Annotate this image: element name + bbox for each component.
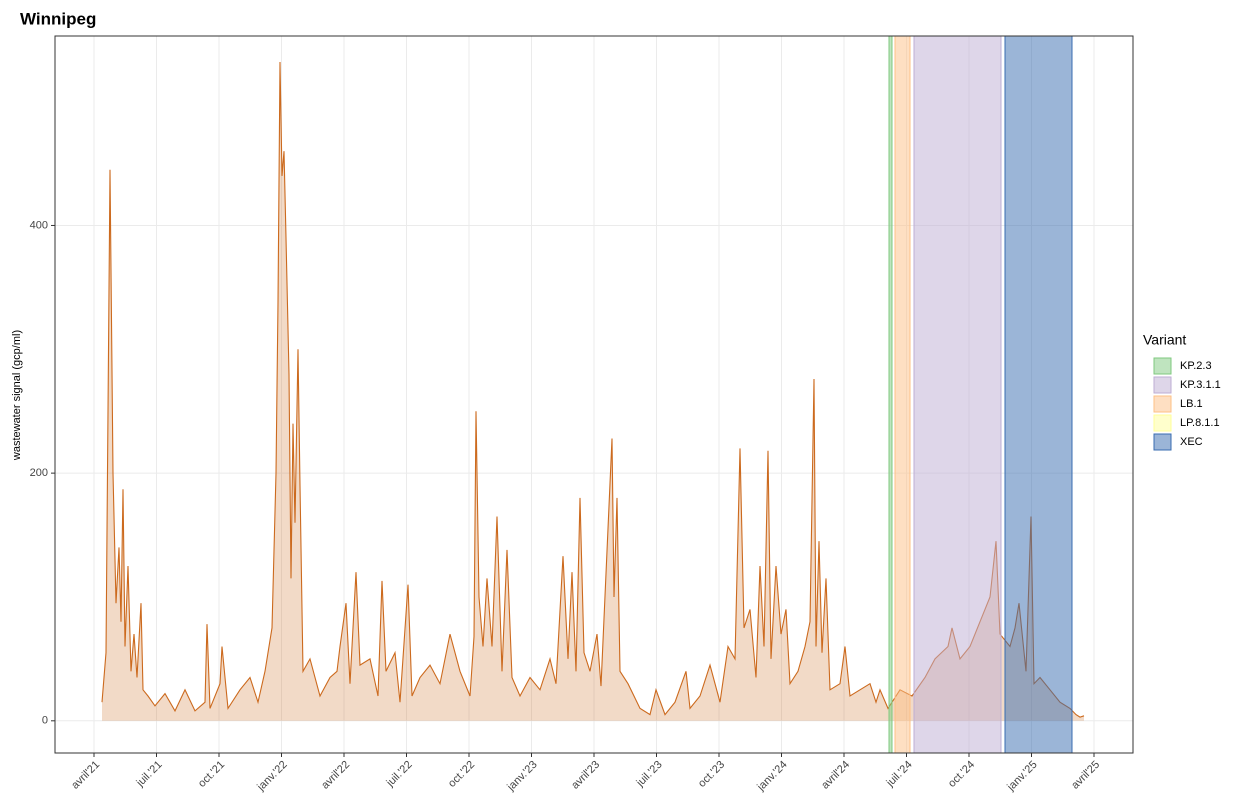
legend-key xyxy=(1153,395,1172,413)
plot-border xyxy=(54,35,1134,754)
x-tick-label: janv.'24 xyxy=(754,759,789,794)
legend-key xyxy=(1153,433,1172,451)
variant-band xyxy=(1004,35,1073,754)
x-tick-label: juil.'23 xyxy=(634,759,665,790)
x-tick-label: avril'24 xyxy=(819,759,852,792)
legend-label: KP.3.1.1 xyxy=(1180,379,1221,391)
legend-label: LP.8.1.1 xyxy=(1180,417,1220,429)
legend-label: XEC xyxy=(1180,436,1203,448)
x-tick-label: juil.'24 xyxy=(884,759,915,790)
y-axis-label: wastewater signal (gcp/ml) xyxy=(11,330,23,461)
legend-label: LB.1 xyxy=(1180,398,1203,410)
legend-title: Variant xyxy=(1143,332,1186,348)
x-tick-label: oct.'23 xyxy=(696,759,727,790)
x-tick-label: juil.'21 xyxy=(134,759,165,790)
x-tick-label: oct.'22 xyxy=(446,759,477,790)
chart-title: Winnipeg xyxy=(20,9,96,28)
x-tick-label: janv.'25 xyxy=(1004,759,1039,794)
x-tick-label: oct.'21 xyxy=(196,759,227,790)
x-tick-label: oct.'24 xyxy=(946,759,977,790)
line xyxy=(101,61,1085,718)
x-tick-label: janv.'23 xyxy=(504,759,539,794)
y-tick-label: 0 xyxy=(42,715,48,727)
x-tick-label: janv.'22 xyxy=(254,759,289,794)
legend-key xyxy=(1153,414,1172,432)
x-tick-label: avril'23 xyxy=(569,759,602,792)
variant-band xyxy=(894,35,911,754)
variant-band xyxy=(888,35,893,754)
legend-key xyxy=(1153,376,1172,394)
x-tick-label: avril'22 xyxy=(319,759,352,792)
variant-band xyxy=(913,35,1002,754)
legend-key xyxy=(1153,357,1172,375)
y-tick-label: 200 xyxy=(30,467,48,479)
y-tick-label: 400 xyxy=(30,219,48,231)
legend-label: KP.2.3 xyxy=(1180,360,1212,372)
x-tick-label: juil.'22 xyxy=(384,759,415,790)
x-tick-label: avril'21 xyxy=(69,759,102,792)
x-tick-label: avril'25 xyxy=(1069,759,1102,792)
